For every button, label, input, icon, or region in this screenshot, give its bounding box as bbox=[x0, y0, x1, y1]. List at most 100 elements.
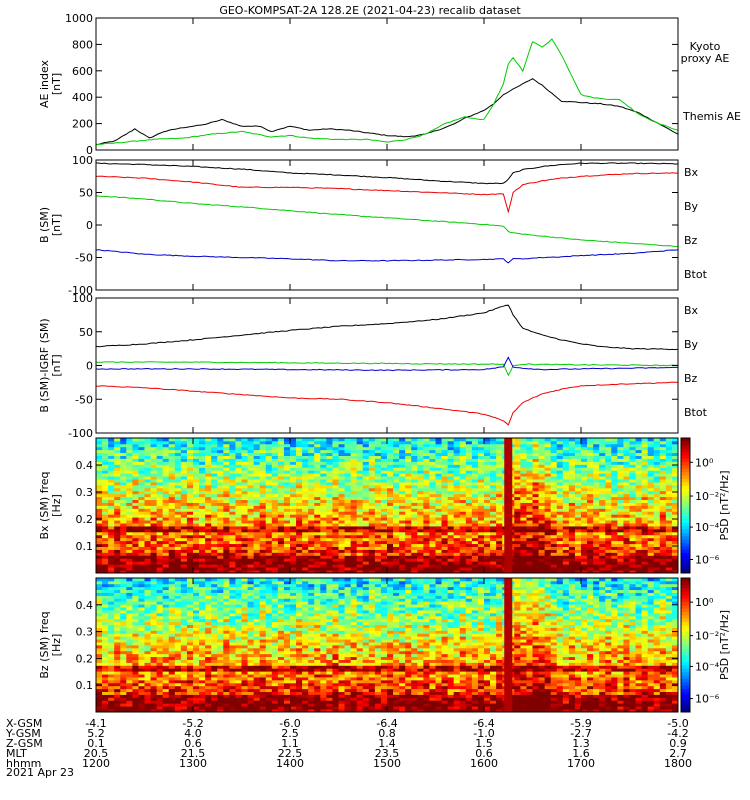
spectrogram-cell bbox=[132, 671, 139, 675]
spectrogram-cell bbox=[635, 552, 643, 556]
spectrogram-cell bbox=[532, 531, 539, 536]
spectrogram-cell bbox=[277, 537, 285, 542]
spectrogram-cell bbox=[241, 464, 248, 468]
spectrogram-cell bbox=[635, 570, 643, 574]
spectrogram-cell bbox=[417, 523, 424, 527]
spectrogram-cell bbox=[290, 496, 297, 501]
spectrogram-cell bbox=[647, 505, 655, 509]
spectrogram-cell bbox=[417, 502, 424, 506]
spectrogram-cell bbox=[641, 526, 649, 530]
spectrogram-cell bbox=[326, 534, 333, 539]
spectrogram-cell bbox=[544, 440, 552, 445]
spectrogram-cell bbox=[174, 487, 182, 492]
spectrogram-cell bbox=[356, 570, 364, 574]
spectrogram-cell bbox=[132, 685, 139, 690]
spectrogram-cell bbox=[441, 543, 449, 547]
spectrogram-cell bbox=[490, 543, 497, 547]
colorbar-segment bbox=[681, 515, 690, 520]
spectrogram-cell bbox=[229, 446, 236, 451]
spectrogram-cell bbox=[144, 499, 151, 503]
spectrogram-cell bbox=[132, 615, 139, 620]
spectrogram-cell bbox=[659, 511, 667, 515]
spectrogram-cell bbox=[277, 487, 285, 492]
spectrogram-cell bbox=[320, 537, 327, 542]
spectrogram-cell bbox=[302, 470, 309, 474]
spectrogram-cell bbox=[617, 508, 624, 512]
spectrogram-cell bbox=[532, 455, 539, 459]
spectrogram-cell bbox=[611, 508, 618, 512]
spectrogram-cell bbox=[671, 476, 679, 480]
spectrogram-cell bbox=[532, 479, 539, 483]
spectrogram-cell bbox=[374, 484, 382, 489]
spectrogram-cell bbox=[126, 555, 133, 559]
spectrogram-cell bbox=[114, 656, 121, 660]
spectrogram-cell bbox=[193, 443, 200, 448]
spectrogram-cell bbox=[265, 526, 273, 530]
spectrogram-cell bbox=[247, 534, 255, 539]
spectrogram-cell bbox=[108, 517, 115, 521]
spectrogram-cell bbox=[193, 561, 200, 565]
spectrogram-cell bbox=[520, 476, 527, 480]
spectrogram-cell bbox=[96, 470, 103, 474]
spectrogram-cell bbox=[520, 479, 527, 483]
colorbar-segment bbox=[681, 566, 690, 571]
spectrogram-cell bbox=[635, 546, 643, 550]
spectrogram-cell bbox=[162, 487, 170, 492]
spectrogram-cell bbox=[362, 479, 370, 483]
spectrogram-cell bbox=[259, 476, 267, 480]
spectrogram-cell bbox=[326, 552, 333, 556]
spectrogram-cell bbox=[441, 523, 449, 527]
spectrogram-cell bbox=[114, 537, 121, 542]
spectrogram-cell bbox=[247, 567, 255, 571]
spectrogram-cell bbox=[144, 537, 151, 542]
spectrogram-cell bbox=[156, 458, 164, 462]
spectrogram-cell bbox=[374, 440, 382, 445]
spectrogram-cell bbox=[314, 438, 321, 442]
spectrogram-cell bbox=[574, 490, 582, 495]
spectrogram-cell bbox=[387, 446, 394, 451]
spectrogram-cell bbox=[271, 484, 279, 489]
spectrogram-cell bbox=[556, 561, 564, 565]
spectrogram-cell bbox=[296, 440, 303, 445]
spectrogram-cell bbox=[374, 570, 382, 574]
spectrogram-cell bbox=[647, 502, 655, 506]
spectrogram-cell bbox=[96, 443, 103, 448]
spectrogram-cell bbox=[659, 449, 667, 454]
spectrogram-cell bbox=[344, 484, 352, 489]
spectrogram-cell bbox=[459, 464, 467, 468]
spectrogram-cell bbox=[277, 528, 285, 533]
spectrogram-cell bbox=[296, 508, 303, 512]
spectrogram-cell bbox=[217, 440, 224, 445]
spectrogram-cell bbox=[581, 470, 588, 474]
spectrogram-cell bbox=[229, 534, 236, 539]
spectrogram-cell bbox=[459, 555, 467, 559]
spectrogram-cell bbox=[259, 514, 267, 518]
spectrogram-cell bbox=[96, 645, 103, 649]
spectrogram-cell bbox=[605, 473, 612, 477]
spectrogram-cell bbox=[241, 449, 248, 454]
spectrogram-cell bbox=[138, 671, 145, 675]
spectrogram-cell bbox=[332, 534, 339, 539]
spectrogram-cell bbox=[320, 517, 327, 521]
spectrogram-cell bbox=[538, 528, 546, 533]
spectrogram-cell bbox=[138, 612, 145, 617]
spectrogram-cell bbox=[193, 446, 200, 451]
spectrogram-cell bbox=[126, 493, 133, 498]
spectrogram-cell bbox=[120, 438, 127, 442]
spectrogram-cell bbox=[235, 543, 242, 547]
spectrogram-cell bbox=[471, 540, 479, 545]
spectrogram-cell bbox=[229, 458, 236, 462]
spectrogram-cell bbox=[205, 534, 212, 539]
spectrogram-cell bbox=[593, 552, 600, 556]
spectrogram-cell bbox=[617, 467, 624, 471]
spectrogram-cell bbox=[162, 455, 170, 459]
spectrogram-cell bbox=[453, 508, 461, 512]
spectrogram-cell bbox=[471, 517, 479, 521]
spectrogram-cell bbox=[526, 537, 533, 542]
spectrogram-cell bbox=[338, 461, 345, 465]
spectrogram-cell bbox=[629, 467, 636, 471]
spectrogram-cell bbox=[126, 639, 133, 643]
spectrogram-cell bbox=[138, 517, 145, 521]
spectrogram-cell bbox=[641, 470, 649, 474]
spectrogram-cell bbox=[132, 558, 139, 562]
